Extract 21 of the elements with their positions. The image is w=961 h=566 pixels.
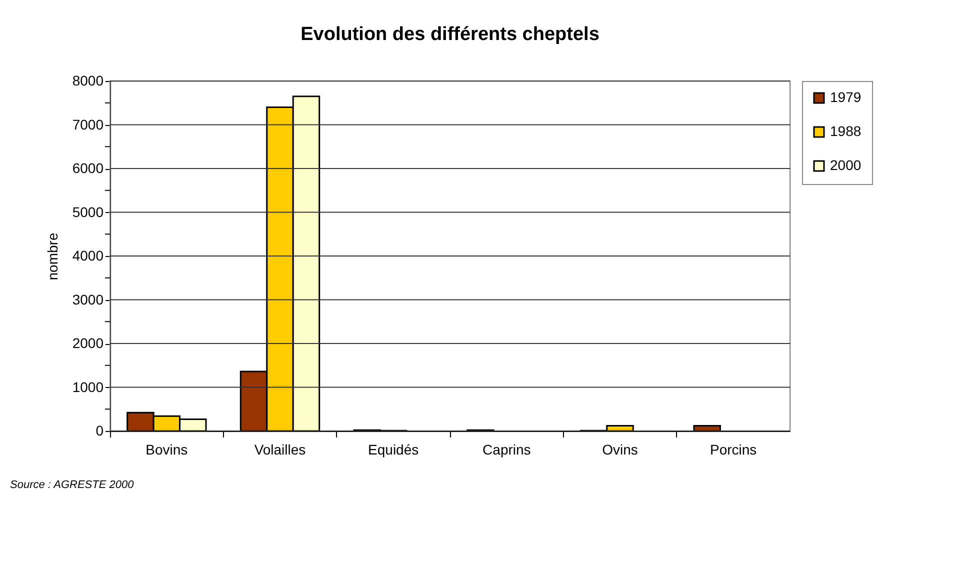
y-tick-label: 7000: [72, 116, 104, 132]
y-tick-label: 8000: [72, 72, 104, 88]
x-tick-label: Volailles: [254, 442, 306, 458]
y-tick-label: 3000: [72, 291, 104, 308]
legend-label: 1979: [830, 89, 862, 105]
y-tick-label: 0: [96, 422, 104, 438]
x-tick-label: Porcins: [710, 442, 757, 458]
y-tick-label: 2000: [72, 335, 104, 351]
source-note: Source : AGRESTE 2000: [10, 479, 135, 491]
chart-title: Evolution des différents cheptels: [300, 24, 600, 45]
x-tick-label: Bovins: [146, 442, 188, 458]
legend-label: 2000: [830, 157, 862, 173]
y-tick-label: 5000: [72, 204, 104, 220]
x-tick-label: Ovins: [602, 442, 638, 458]
x-tick-label: Equidés: [368, 442, 419, 458]
legend-label: 1988: [830, 123, 862, 139]
y-tick-label: 6000: [72, 160, 104, 176]
y-tick-label: 1000: [72, 378, 104, 395]
y-axis-title: nombre: [44, 232, 60, 280]
x-tick-label: Caprins: [482, 442, 531, 458]
y-tick-label: 4000: [72, 248, 104, 264]
